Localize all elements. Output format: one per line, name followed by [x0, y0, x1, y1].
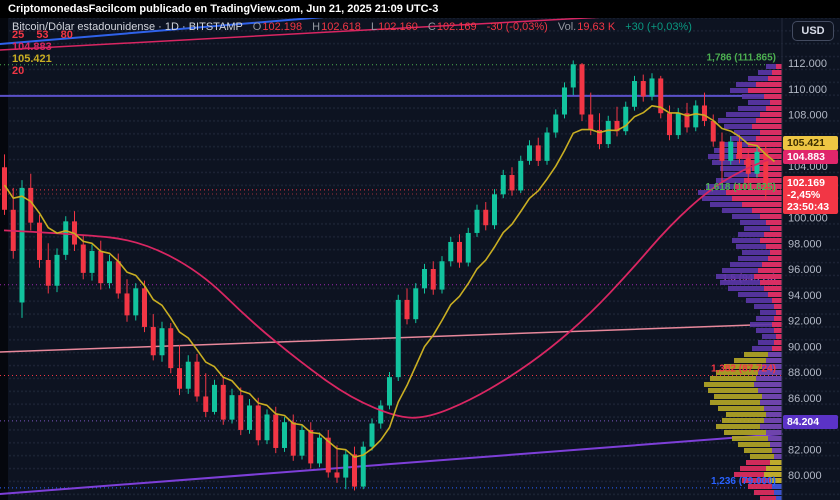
grid-dots-background [8, 18, 840, 500]
indicator-legend-ma-pink[interactable]: 104.883 [12, 41, 52, 53]
price-tick: 88.000 [788, 367, 822, 379]
currency-toggle-button[interactable]: USD [792, 21, 834, 41]
low-label: L [370, 21, 378, 33]
close-label: C [427, 21, 436, 33]
symbol-title[interactable]: Bitcoin/Dólar estadounidense · 1D · BITS… [12, 21, 243, 33]
high-value: 102.618 [321, 21, 361, 33]
currency-toggle-label: USD [801, 25, 825, 37]
high-label: H [312, 21, 321, 33]
svg-text:1,236 (79.000): 1,236 (79.000) [711, 476, 776, 487]
price-tick: 104.000 [788, 161, 828, 173]
price-tick: 82.000 [788, 444, 822, 456]
ma-pink-price-badge: 104.883 [783, 150, 838, 164]
volume-label[interactable]: Vol. [557, 21, 577, 33]
price-tick: 94.000 [788, 290, 822, 302]
ribbon-value-2: 53 [36, 29, 49, 41]
day-change: +30 (+0,03%) [625, 21, 692, 33]
last-price-badge: 102.169 -2,45% 23:50:43 [783, 176, 838, 214]
low-value: 102.160 [378, 21, 418, 33]
indicator-legend-param[interactable]: 20 [12, 65, 24, 77]
moving-averages-layer [3, 105, 783, 458]
trendlines-layer [0, 13, 783, 495]
svg-text:1,382 (87.724): 1,382 (87.724) [711, 364, 776, 375]
price-tick: 80.000 [788, 470, 822, 482]
volume-profile-layer [698, 64, 782, 500]
svg-text:1,618 (101.825): 1,618 (101.825) [705, 182, 776, 193]
candles-layer [2, 60, 777, 491]
indicator-legend-ribbon[interactable]: 25 53 80 [12, 29, 82, 41]
attribution-text: CriptomonedasFacilcom publicado en Tradi… [8, 3, 439, 15]
ma-yellow-value: 105.421 [12, 53, 52, 65]
price-tick: 86.000 [788, 393, 822, 405]
change-percent: -2,45% [787, 189, 821, 201]
param-20-value: 20 [12, 65, 25, 77]
price-tick: 92.000 [788, 316, 822, 328]
fib-labels-layer: 1,786 (111.865) 1,618 (101.825) 1,382 (87.… [705, 53, 776, 487]
ribbon-value-1: 25 [12, 29, 25, 41]
open-value: 102.198 [262, 21, 303, 33]
price-tick: 98.000 [788, 238, 822, 250]
price-tick: 108.000 [788, 110, 828, 122]
ribbon-value-3: 80 [60, 29, 73, 41]
left-edge-strip [0, 18, 8, 500]
last-price-value: 102.169 [787, 177, 825, 189]
volume-value: 19,63 K [577, 21, 616, 33]
open-label: O [252, 21, 262, 33]
svg-text:1,786 (111.865): 1,786 (111.865) [706, 53, 776, 64]
purple-level-badge: 84.204 [783, 415, 838, 429]
attribution-bar: CriptomonedasFacilcom publicado en Tradi… [0, 0, 840, 18]
indicator-legend-ma-yellow[interactable]: 105.421 [12, 53, 52, 65]
symbol-legend-row: Bitcoin/Dólar estadounidense · 1D · BITS… [12, 21, 692, 35]
ma-yellow-price-badge: 105.421 [783, 136, 838, 150]
price-tick: 100.000 [788, 213, 828, 225]
price-tick: 110.000 [788, 84, 827, 96]
price-tick: 90.000 [788, 341, 822, 353]
ma-pink-value: 104.883 [12, 41, 52, 53]
close-value: 102.169 [436, 21, 477, 33]
bar-change: -30 (-0,03%) [486, 21, 548, 33]
price-tick: 96.000 [788, 264, 822, 276]
price-tick: 112.000 [788, 58, 827, 70]
bar-countdown: 23:50:43 [787, 201, 830, 213]
